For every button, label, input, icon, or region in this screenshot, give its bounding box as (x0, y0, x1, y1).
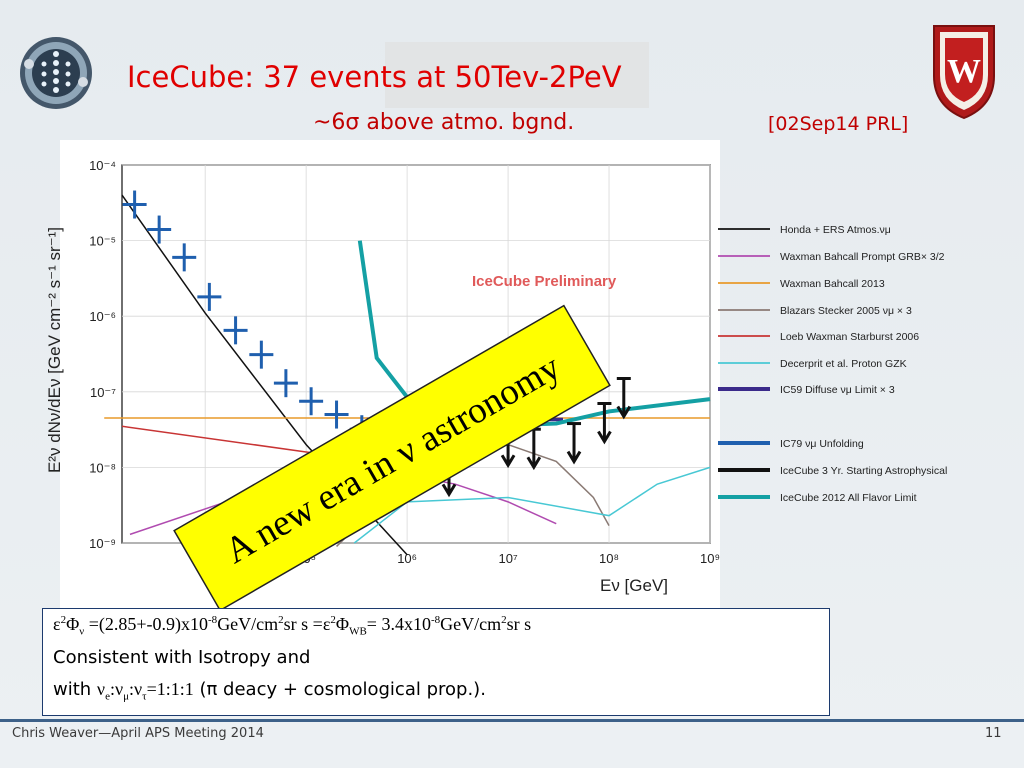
limit-head (616, 405, 632, 420)
y-tick-label: 10⁻⁶ (89, 309, 116, 324)
legend-label: IceCube 3 Yr. Starting Astrophysical (780, 465, 947, 477)
slide-title: IceCube: 37 events at 50Tev-2PeV (127, 60, 622, 94)
limit-head (441, 483, 457, 498)
x-tick-label: 10⁷ (498, 551, 517, 566)
y-tick-label: 10⁻⁷ (90, 385, 116, 400)
data-point (299, 387, 324, 416)
legend-label: Decerprit et al. Proton GZK (780, 358, 907, 370)
slide-number: 11 (985, 726, 1002, 741)
data-point (197, 282, 222, 311)
svg-text:W: W (947, 53, 981, 90)
university-crest-logo: W (933, 25, 995, 120)
watermark: IceCube Preliminary (472, 273, 617, 290)
y-tick-label: 10⁻⁵ (89, 234, 116, 249)
data-point (122, 190, 147, 219)
legend-label: Waxman Bahcall Prompt GRB× 3/2 (780, 251, 945, 263)
limit-head (597, 430, 612, 445)
legend-label: Honda + ERS Atmos.νμ (780, 224, 891, 236)
upper-limit-arrow (566, 422, 582, 465)
isotropy-line: Consistent with Isotropy and (53, 647, 311, 668)
legend-label: Waxman Bahcall 2013 (780, 278, 885, 290)
footer-divider (0, 719, 1024, 722)
legend-label: Loeb Waxman Starburst 2006 (780, 331, 919, 343)
y-tick-label: 10⁻⁹ (89, 536, 116, 551)
y-axis-label: E²ν dNν/dEν [GeV cm⁻² s⁻¹ sr⁻¹] (45, 227, 64, 473)
legend-label: Blazars Stecker 2005 νμ × 3 (780, 305, 912, 317)
data-point (273, 369, 298, 398)
data-point (172, 243, 197, 272)
limit-head (566, 450, 582, 465)
legend-label: IC79 νμ Unfolding (780, 438, 864, 450)
x-tick-label: 10⁹ (700, 551, 720, 566)
series-line (353, 466, 711, 544)
x-axis-label: Eν [GeV] (600, 576, 668, 595)
data-point (324, 400, 349, 429)
legend-label: IceCube 2012 All Flavor Limit (780, 492, 917, 504)
limit-head (526, 456, 542, 471)
flux-formula: ε2Φν =(2.85+-0.9)x10-8GeV/cm2sr s =ε2ΦWB… (53, 614, 532, 638)
y-tick-label: 10⁻⁴ (89, 158, 116, 173)
data-point (223, 316, 248, 345)
formula-box: ε2Φν =(2.85+-0.9)x10-8GeV/cm2sr s =ε2ΦWB… (42, 608, 830, 716)
slide-subtitle: ~6σ above atmo. bgnd. (313, 110, 575, 135)
reference-citation: [02Sep14 PRL] (768, 113, 909, 135)
x-tick-label: 10⁶ (397, 551, 417, 566)
legend: Honda + ERS Atmos.νμ Waxman Bahcall Promp… (718, 224, 947, 504)
icecube-logo (20, 37, 92, 109)
upper-limit-arrow (616, 376, 632, 420)
data-point (249, 340, 274, 369)
footer-author: Chris Weaver—April APS Meeting 2014 (12, 726, 264, 741)
data-point (147, 215, 172, 244)
upper-limit-arrow (597, 402, 612, 445)
legend-label: IC59 Diffuse νμ Limit × 3 (780, 384, 895, 396)
title-highlight-box (385, 42, 649, 108)
neutrino-flux-plot: 10⁻⁴10⁻⁵10⁻⁶10⁻⁷10⁻⁸10⁻⁹ 10⁴10⁵10⁶10⁷10⁸… (45, 140, 947, 610)
flavor-ratio-line: with νe:νμ:ντ=1:1:1 (π deacy + cosmologi… (53, 679, 486, 703)
x-tick-label: 10⁸ (599, 551, 619, 566)
limit-head (500, 454, 516, 469)
y-tick-label: 10⁻⁸ (89, 460, 116, 475)
